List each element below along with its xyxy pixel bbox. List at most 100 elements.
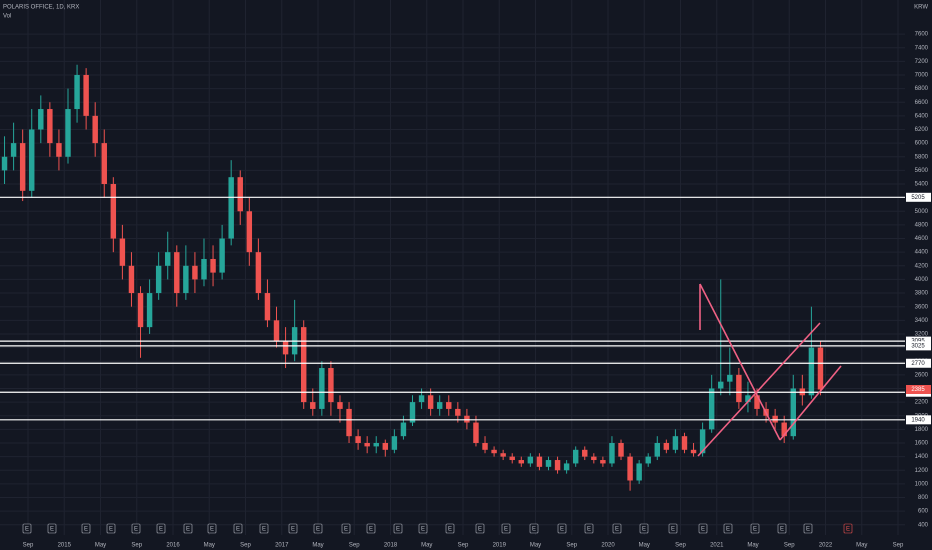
earnings-marker-box <box>529 523 539 534</box>
earnings-marker-box <box>207 523 217 534</box>
candle-body <box>237 177 243 212</box>
y-tick-label: 6400 <box>915 113 929 119</box>
y-tick-label: 3400 <box>915 318 929 324</box>
candle-body <box>663 442 670 450</box>
x-tick-label: Sep <box>675 543 686 549</box>
candle-body <box>355 436 361 443</box>
earnings-marker-box <box>723 523 733 534</box>
y-tick-label: 800 <box>918 495 929 501</box>
y-tick-label: 6800 <box>915 86 929 92</box>
candle-body <box>509 456 515 461</box>
y-tick-label: 1400 <box>915 454 929 460</box>
candle-body <box>636 463 642 481</box>
earnings-marker-box <box>584 523 594 534</box>
candle-body <box>101 143 107 185</box>
candle-body <box>500 453 506 457</box>
candle-body <box>654 442 660 457</box>
candle-body <box>427 395 434 409</box>
price-axis: 4006008001000120014001600180020002200240… <box>906 32 931 528</box>
candle-body <box>754 395 760 409</box>
earnings-marker: E <box>344 527 348 533</box>
earnings-marker: E <box>262 527 266 533</box>
earnings-marker-box <box>106 523 116 534</box>
candle-body <box>328 368 334 403</box>
level-tag <box>906 358 931 368</box>
earnings-marker-box <box>418 523 428 534</box>
earnings-marker-box <box>639 523 649 534</box>
candle-body <box>74 74 80 110</box>
x-tick-label: Sep <box>131 543 142 549</box>
level-label: 5205 <box>911 195 925 201</box>
earnings-marker: E <box>291 527 295 533</box>
earnings-marker-box <box>668 523 678 534</box>
x-tick-label: Sep <box>240 543 251 549</box>
candle-body <box>165 252 171 266</box>
earnings-marker-box <box>501 523 511 534</box>
y-tick-label: 1600 <box>915 441 929 447</box>
x-tick-label: 2021 <box>710 543 724 549</box>
candle-body <box>808 347 815 396</box>
candle-body <box>373 442 379 447</box>
earnings-marker: E <box>159 527 163 533</box>
candle-body <box>681 436 688 450</box>
earnings-marker: E <box>615 527 619 533</box>
candle-body <box>618 442 624 457</box>
trend-line <box>699 283 781 441</box>
x-tick-label: Sep <box>893 543 904 549</box>
candle-body <box>319 368 325 409</box>
earnings-marker: E <box>671 527 675 533</box>
earnings-marker-box <box>288 523 298 534</box>
candle-body <box>137 293 144 328</box>
candle-body <box>817 347 824 390</box>
candle-body <box>273 320 280 341</box>
earnings-marker: E <box>478 527 482 533</box>
x-tick-label: Sep <box>23 543 34 549</box>
earnings-marker: E <box>806 527 810 533</box>
earnings-marker: E <box>726 527 730 533</box>
y-tick-label: 6600 <box>915 100 929 106</box>
y-tick-label: 1200 <box>915 468 929 474</box>
candle-body <box>645 456 651 464</box>
candle-body <box>391 436 398 450</box>
x-tick-label: May <box>204 543 215 549</box>
candle-body <box>92 115 98 144</box>
candle-body <box>128 265 135 294</box>
candle-body <box>282 340 289 355</box>
earnings-marker: E <box>846 527 850 533</box>
x-tick-label: May <box>530 543 541 549</box>
candle-body <box>672 436 679 450</box>
earnings-marker: E <box>560 527 564 533</box>
level-label: 2770 <box>911 361 925 367</box>
y-tick-label: 2600 <box>915 372 929 378</box>
earnings-marker-box <box>777 523 787 534</box>
x-tick-label: Sep <box>566 543 577 549</box>
candle-body <box>527 456 534 464</box>
y-tick-label: 5800 <box>915 154 929 160</box>
candle-body <box>155 265 162 294</box>
candle-body <box>781 422 787 437</box>
level-tag <box>906 336 931 346</box>
candle-body <box>364 442 370 447</box>
y-tick-label: 4000 <box>915 277 929 283</box>
level-label: 1940 <box>911 417 925 423</box>
y-tick-label: 5000 <box>915 209 929 215</box>
candle-body <box>192 265 198 280</box>
candle-body <box>38 109 44 130</box>
candle-body <box>609 442 615 464</box>
candle-body <box>699 429 706 454</box>
candles <box>1 64 824 491</box>
candle-body <box>346 408 352 437</box>
candle-body <box>210 258 216 273</box>
earnings-marker: E <box>421 527 425 533</box>
x-tick-label: Sep <box>349 543 360 549</box>
candle-body <box>409 402 416 423</box>
earnings-marker-box <box>233 523 243 534</box>
y-tick-label: 400 <box>918 522 929 528</box>
earnings-marker: E <box>587 527 591 533</box>
candle-body <box>563 463 570 471</box>
earnings-marker: E <box>50 527 54 533</box>
candle-body <box>718 381 724 389</box>
levels <box>0 196 905 421</box>
